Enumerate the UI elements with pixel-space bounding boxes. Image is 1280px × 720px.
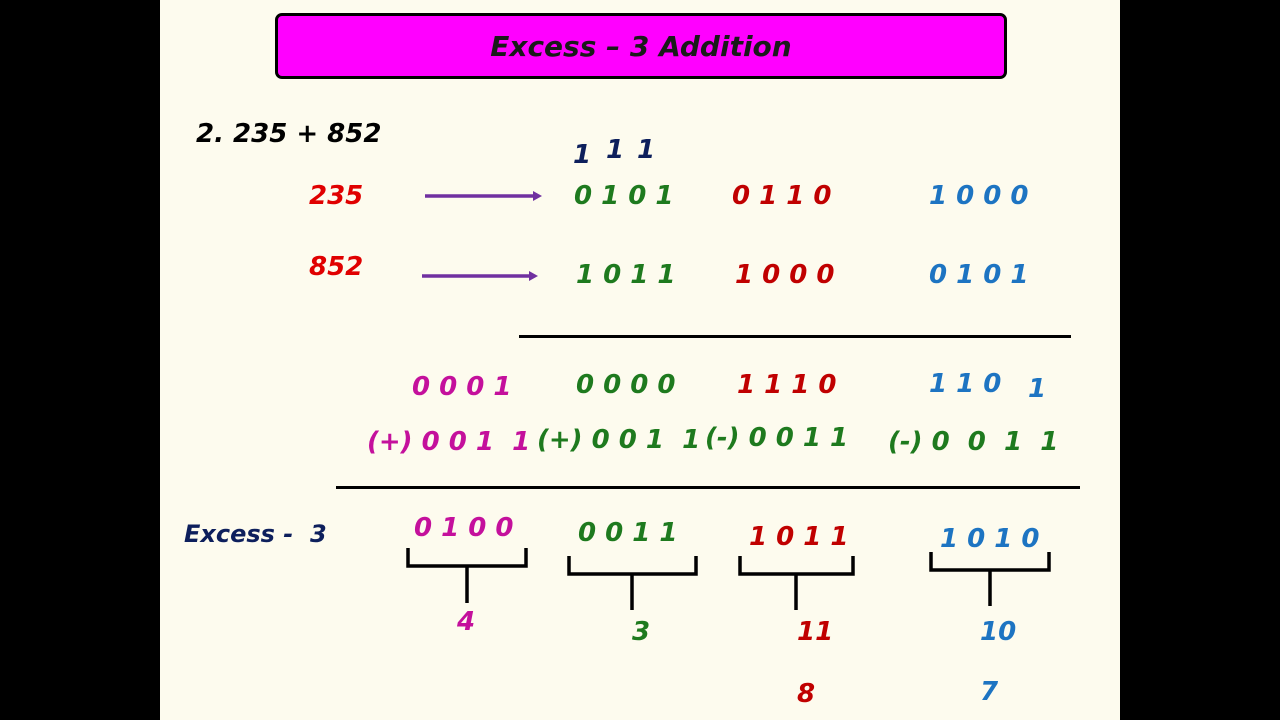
slide-title: Excess – 3 Addition (490, 29, 792, 63)
title-banner: Excess – 3 Addition (275, 13, 1007, 79)
problem-statement: 2. 235 + 852 (196, 119, 382, 149)
slide: Excess – 3 Addition 2. 235 + 852 1 1 1 2… (160, 0, 1120, 720)
final-digit: 8 (797, 679, 816, 709)
final-digit: 7 (980, 677, 999, 707)
sum-group: 1 1 1 0 (737, 370, 837, 400)
diagram-strokes (406, 191, 1051, 610)
sum-group: 1 (1028, 374, 1047, 404)
divider-line-1 (519, 335, 1071, 338)
result-group: 0 1 0 0 (414, 513, 514, 543)
operand2-group: 1 0 0 0 (735, 260, 835, 290)
carry-digit: 1 (637, 135, 656, 165)
divider-line-2 (336, 486, 1080, 489)
operand2-group: 1 0 1 1 (576, 260, 676, 290)
result-group: 0 0 1 1 (578, 518, 678, 548)
digit-value: 3 (632, 617, 651, 647)
operand1-group: 0 1 0 1 (574, 181, 674, 211)
operand2-group: 0 1 0 1 (929, 260, 1029, 290)
brace-digit-3 (738, 556, 855, 610)
digit-value: 11 (797, 617, 834, 647)
correction-group: (+) 0 0 1 1 (537, 425, 701, 455)
sum-group: 0 0 0 1 (412, 372, 512, 402)
digit-value: 4 (457, 607, 476, 637)
carry-digit: 1 (606, 135, 625, 165)
arrow-operand2 (422, 271, 538, 281)
brace-digit-2 (567, 556, 698, 610)
carry-digit: 1 (573, 140, 592, 170)
correction-group: (-) 0 0 1 1 (888, 427, 1059, 457)
sum-group: 1 1 0 (929, 369, 1002, 399)
sum-group: 0 0 0 0 (576, 370, 676, 400)
operand1-group: 0 1 1 0 (732, 181, 832, 211)
operand2-label: 852 (309, 252, 364, 282)
correction-group: (-) 0 0 1 1 (705, 423, 849, 453)
brace-digit-4 (929, 552, 1051, 606)
arrow-operand1 (425, 191, 542, 201)
operand1-group: 1 0 0 0 (929, 181, 1029, 211)
excess3-label: Excess - 3 (184, 520, 327, 548)
result-group: 1 0 1 1 (749, 522, 849, 552)
digit-value: 10 (980, 617, 1017, 647)
operand1-label: 235 (309, 181, 364, 211)
correction-group: (+) 0 0 1 1 (367, 427, 531, 457)
result-group: 1 0 1 0 (940, 524, 1040, 554)
brace-digit-1 (406, 548, 528, 603)
